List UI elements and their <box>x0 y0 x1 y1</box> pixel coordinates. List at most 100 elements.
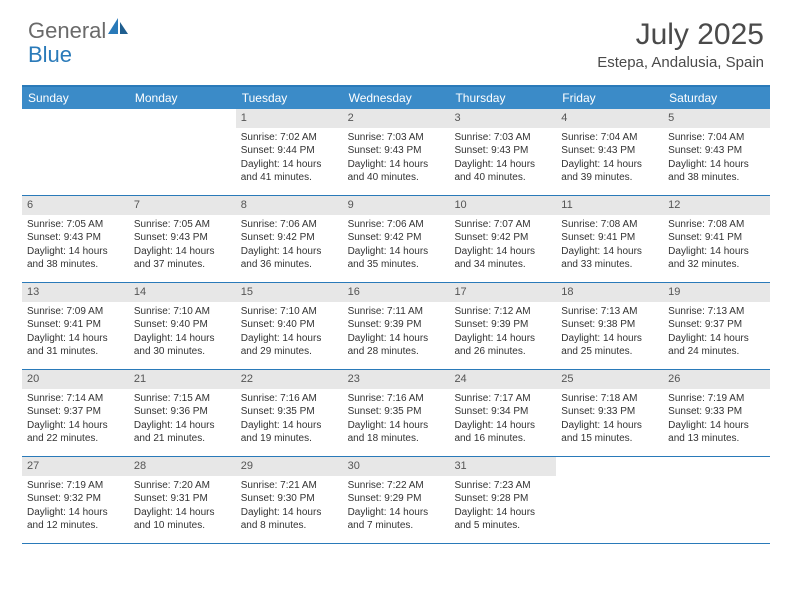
daylight-text: Daylight: 14 hours and 36 minutes. <box>241 245 338 272</box>
sunset-text: Sunset: 9:43 PM <box>27 231 124 245</box>
logo-text-1: General <box>28 18 106 44</box>
sunset-text: Sunset: 9:39 PM <box>454 318 551 332</box>
day-cell: 4Sunrise: 7:04 AMSunset: 9:43 PMDaylight… <box>556 109 663 195</box>
sunrise-text: Sunrise: 7:04 AM <box>561 131 658 145</box>
day-number: 14 <box>129 283 236 302</box>
sunset-text: Sunset: 9:35 PM <box>348 405 445 419</box>
week-row: 27Sunrise: 7:19 AMSunset: 9:32 PMDayligh… <box>22 457 770 544</box>
day-cell: 14Sunrise: 7:10 AMSunset: 9:40 PMDayligh… <box>129 283 236 369</box>
day-cell: 16Sunrise: 7:11 AMSunset: 9:39 PMDayligh… <box>343 283 450 369</box>
day-cell: 21Sunrise: 7:15 AMSunset: 9:36 PMDayligh… <box>129 370 236 456</box>
day-number: 17 <box>449 283 556 302</box>
day-number: 25 <box>556 370 663 389</box>
day-number: 3 <box>449 109 556 128</box>
day-body: Sunrise: 7:18 AMSunset: 9:33 PMDaylight:… <box>556 389 663 451</box>
day-cell: 6Sunrise: 7:05 AMSunset: 9:43 PMDaylight… <box>22 196 129 282</box>
day-number: 28 <box>129 457 236 476</box>
day-body: Sunrise: 7:10 AMSunset: 9:40 PMDaylight:… <box>236 302 343 364</box>
daylight-text: Daylight: 14 hours and 19 minutes. <box>241 419 338 446</box>
day-number: 24 <box>449 370 556 389</box>
weeks-container: 1Sunrise: 7:02 AMSunset: 9:44 PMDaylight… <box>22 109 770 544</box>
day-body: Sunrise: 7:13 AMSunset: 9:38 PMDaylight:… <box>556 302 663 364</box>
sunset-text: Sunset: 9:39 PM <box>348 318 445 332</box>
day-body: Sunrise: 7:06 AMSunset: 9:42 PMDaylight:… <box>236 215 343 277</box>
daylight-text: Daylight: 14 hours and 8 minutes. <box>241 506 338 533</box>
sunset-text: Sunset: 9:37 PM <box>27 405 124 419</box>
sunset-text: Sunset: 9:42 PM <box>348 231 445 245</box>
sunset-text: Sunset: 9:43 PM <box>134 231 231 245</box>
day-body: Sunrise: 7:10 AMSunset: 9:40 PMDaylight:… <box>129 302 236 364</box>
sunrise-text: Sunrise: 7:19 AM <box>668 392 765 406</box>
day-cell <box>663 457 770 543</box>
day-cell: 2Sunrise: 7:03 AMSunset: 9:43 PMDaylight… <box>343 109 450 195</box>
day-number <box>22 109 129 128</box>
day-body: Sunrise: 7:02 AMSunset: 9:44 PMDaylight:… <box>236 128 343 190</box>
day-body: Sunrise: 7:20 AMSunset: 9:31 PMDaylight:… <box>129 476 236 538</box>
weekday-header: Sunday <box>22 87 129 109</box>
day-body: Sunrise: 7:04 AMSunset: 9:43 PMDaylight:… <box>556 128 663 190</box>
daylight-text: Daylight: 14 hours and 38 minutes. <box>27 245 124 272</box>
day-cell: 1Sunrise: 7:02 AMSunset: 9:44 PMDaylight… <box>236 109 343 195</box>
daylight-text: Daylight: 14 hours and 26 minutes. <box>454 332 551 359</box>
sunrise-text: Sunrise: 7:13 AM <box>561 305 658 319</box>
day-number <box>129 109 236 128</box>
daylight-text: Daylight: 14 hours and 39 minutes. <box>561 158 658 185</box>
sunset-text: Sunset: 9:43 PM <box>454 144 551 158</box>
sunrise-text: Sunrise: 7:03 AM <box>348 131 445 145</box>
day-body: Sunrise: 7:19 AMSunset: 9:33 PMDaylight:… <box>663 389 770 451</box>
day-number: 2 <box>343 109 450 128</box>
sunrise-text: Sunrise: 7:16 AM <box>241 392 338 406</box>
sunset-text: Sunset: 9:30 PM <box>241 492 338 506</box>
daylight-text: Daylight: 14 hours and 18 minutes. <box>348 419 445 446</box>
sunset-text: Sunset: 9:43 PM <box>668 144 765 158</box>
day-number: 10 <box>449 196 556 215</box>
daylight-text: Daylight: 14 hours and 30 minutes. <box>134 332 231 359</box>
sunset-text: Sunset: 9:32 PM <box>27 492 124 506</box>
daylight-text: Daylight: 14 hours and 10 minutes. <box>134 506 231 533</box>
sunrise-text: Sunrise: 7:23 AM <box>454 479 551 493</box>
day-number <box>556 457 663 476</box>
day-body <box>556 476 663 484</box>
sunrise-text: Sunrise: 7:18 AM <box>561 392 658 406</box>
daylight-text: Daylight: 14 hours and 16 minutes. <box>454 419 551 446</box>
daylight-text: Daylight: 14 hours and 41 minutes. <box>241 158 338 185</box>
day-number: 22 <box>236 370 343 389</box>
day-body: Sunrise: 7:22 AMSunset: 9:29 PMDaylight:… <box>343 476 450 538</box>
sunrise-text: Sunrise: 7:02 AM <box>241 131 338 145</box>
day-cell: 3Sunrise: 7:03 AMSunset: 9:43 PMDaylight… <box>449 109 556 195</box>
sunset-text: Sunset: 9:43 PM <box>561 144 658 158</box>
daylight-text: Daylight: 14 hours and 38 minutes. <box>668 158 765 185</box>
day-body: Sunrise: 7:17 AMSunset: 9:34 PMDaylight:… <box>449 389 556 451</box>
sunset-text: Sunset: 9:40 PM <box>241 318 338 332</box>
day-cell: 22Sunrise: 7:16 AMSunset: 9:35 PMDayligh… <box>236 370 343 456</box>
day-number: 1 <box>236 109 343 128</box>
day-cell: 30Sunrise: 7:22 AMSunset: 9:29 PMDayligh… <box>343 457 450 543</box>
day-body: Sunrise: 7:21 AMSunset: 9:30 PMDaylight:… <box>236 476 343 538</box>
day-cell: 23Sunrise: 7:16 AMSunset: 9:35 PMDayligh… <box>343 370 450 456</box>
sunrise-text: Sunrise: 7:08 AM <box>668 218 765 232</box>
week-row: 20Sunrise: 7:14 AMSunset: 9:37 PMDayligh… <box>22 370 770 457</box>
sunrise-text: Sunrise: 7:10 AM <box>134 305 231 319</box>
day-cell: 26Sunrise: 7:19 AMSunset: 9:33 PMDayligh… <box>663 370 770 456</box>
day-cell: 13Sunrise: 7:09 AMSunset: 9:41 PMDayligh… <box>22 283 129 369</box>
day-body: Sunrise: 7:16 AMSunset: 9:35 PMDaylight:… <box>236 389 343 451</box>
sunrise-text: Sunrise: 7:05 AM <box>27 218 124 232</box>
day-body: Sunrise: 7:14 AMSunset: 9:37 PMDaylight:… <box>22 389 129 451</box>
day-body: Sunrise: 7:03 AMSunset: 9:43 PMDaylight:… <box>449 128 556 190</box>
day-number: 11 <box>556 196 663 215</box>
day-number: 7 <box>129 196 236 215</box>
daylight-text: Daylight: 14 hours and 40 minutes. <box>348 158 445 185</box>
sunset-text: Sunset: 9:41 PM <box>561 231 658 245</box>
daylight-text: Daylight: 14 hours and 32 minutes. <box>668 245 765 272</box>
day-cell: 27Sunrise: 7:19 AMSunset: 9:32 PMDayligh… <box>22 457 129 543</box>
sunset-text: Sunset: 9:33 PM <box>668 405 765 419</box>
daylight-text: Daylight: 14 hours and 24 minutes. <box>668 332 765 359</box>
day-number: 4 <box>556 109 663 128</box>
day-number: 18 <box>556 283 663 302</box>
day-number: 20 <box>22 370 129 389</box>
day-body <box>22 128 129 136</box>
sunset-text: Sunset: 9:44 PM <box>241 144 338 158</box>
day-body: Sunrise: 7:13 AMSunset: 9:37 PMDaylight:… <box>663 302 770 364</box>
daylight-text: Daylight: 14 hours and 35 minutes. <box>348 245 445 272</box>
day-cell: 24Sunrise: 7:17 AMSunset: 9:34 PMDayligh… <box>449 370 556 456</box>
